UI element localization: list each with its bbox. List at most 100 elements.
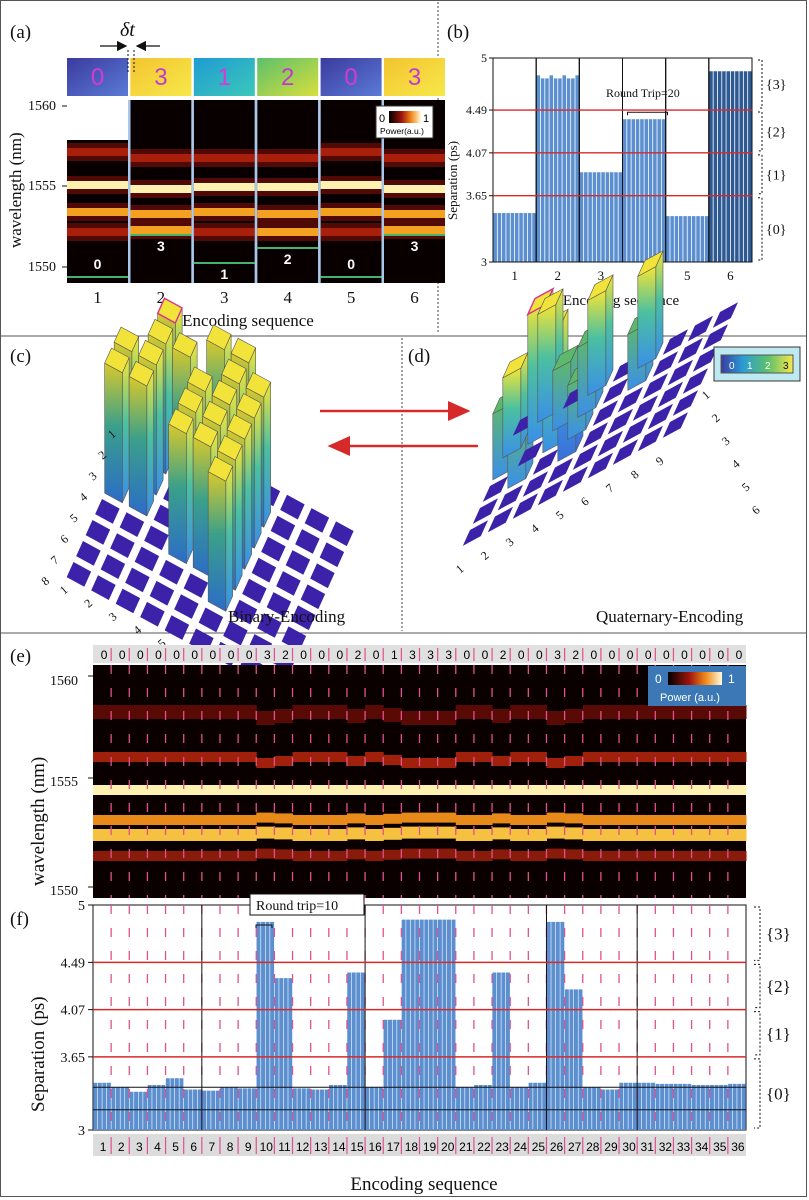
- grid-tile: [632, 395, 658, 421]
- separation-bar: [270, 921, 275, 1130]
- spectral-band: [193, 183, 255, 191]
- grid-tile: [257, 613, 282, 638]
- spectral-band: [637, 851, 656, 861]
- spectral-band: [691, 851, 711, 861]
- bar-face: [263, 381, 271, 528]
- grid-tile: [482, 476, 508, 502]
- code-digit: 3: [554, 648, 561, 662]
- spectral-band: [256, 812, 275, 823]
- spectral-band: [238, 752, 257, 762]
- separation-bar: [536, 75, 541, 262]
- separation-bar: [347, 972, 352, 1130]
- spectral-band: [183, 705, 203, 719]
- bar-side: [502, 367, 522, 459]
- grid-tile: [149, 580, 175, 606]
- separation-bar: [587, 1087, 592, 1130]
- spectral-band: [129, 851, 148, 861]
- separation-bar: [442, 919, 447, 1130]
- separation-bar: [478, 1085, 483, 1130]
- spectral-band: [93, 829, 112, 841]
- grid-tile: [304, 508, 330, 533]
- separation-bar: [392, 1019, 397, 1130]
- spectral-band: [383, 708, 402, 722]
- separation-bar: [120, 1087, 125, 1130]
- spectral-band: [655, 851, 674, 861]
- x-tick: 33: [677, 1140, 691, 1154]
- spectral-band: [384, 154, 445, 162]
- x-tick: 9: [245, 1140, 252, 1154]
- spectral-band: [492, 709, 511, 723]
- code-digit: 0: [300, 648, 307, 662]
- spectral-band: [455, 752, 475, 762]
- bar-top: [206, 324, 232, 351]
- grid-tile: [517, 440, 543, 467]
- spectral-band: [419, 848, 439, 859]
- spectral-band: [528, 815, 547, 825]
- spectral-band: [383, 827, 402, 840]
- bar-top: [202, 400, 228, 427]
- panel-a-colorbar-max: 1: [423, 113, 429, 125]
- x-tick: 4: [283, 288, 292, 307]
- spectral-band: [528, 785, 547, 795]
- code-tile-label: 2: [281, 64, 294, 91]
- separation-bar: [730, 71, 735, 262]
- x-tick: 28: [586, 1140, 600, 1154]
- spectral-band: [655, 785, 674, 795]
- separation-bar: [597, 172, 601, 262]
- x-tick: 7: [209, 1140, 216, 1154]
- spectral-band: [310, 752, 330, 762]
- spectral-band: [709, 785, 729, 795]
- spectral-band: [455, 705, 475, 719]
- separation-bar: [657, 119, 661, 262]
- grid-tile: [682, 368, 708, 394]
- separation-bar: [415, 919, 420, 1130]
- separation-bar: [670, 216, 674, 262]
- code-digit: 2: [355, 648, 362, 662]
- separation-bar: [732, 1083, 737, 1130]
- highlight-outline: [156, 297, 184, 324]
- separation-bar: [351, 972, 356, 1130]
- spectral-band: [310, 815, 330, 825]
- spectral-band: [655, 752, 674, 762]
- grid-tile: [702, 324, 728, 350]
- spectral-band: [637, 829, 656, 841]
- level-label: {3}: [766, 925, 791, 944]
- code-tile-label: 3: [408, 64, 421, 91]
- bar-face: [156, 349, 164, 496]
- separation-bar: [360, 972, 365, 1130]
- grid-tile: [597, 430, 623, 457]
- grid-tile: [183, 573, 209, 598]
- spectral-band: [383, 785, 402, 795]
- x-tick: 29: [604, 1140, 618, 1154]
- spectral-band: [256, 758, 275, 768]
- column-separator: [381, 100, 384, 283]
- spectral-band: [582, 815, 602, 825]
- grid-tile: [110, 533, 135, 558]
- grid-tile: [76, 541, 101, 566]
- separation-bar: [571, 78, 575, 263]
- spectral-band: [510, 752, 529, 762]
- separation-bar: [419, 919, 424, 1130]
- grid-tile: [472, 498, 498, 524]
- panel-c-label: Binary-Encoding: [228, 607, 346, 626]
- spectral-band: [492, 813, 511, 824]
- grid-tile: [281, 626, 307, 652]
- spectral-band: [655, 815, 674, 825]
- spectral-band: [619, 829, 638, 841]
- panel-a-ytick: 1560: [28, 99, 56, 114]
- panel-b-ylabel: Separation (ps): [445, 141, 460, 220]
- separation-bar: [115, 1087, 120, 1130]
- grid-tile: [687, 315, 713, 342]
- separation-bar: [134, 1091, 139, 1130]
- x-tick: 13: [314, 1140, 328, 1154]
- panel-b: 12345654.494.073.653{3}{2}{1}{0} Separat…: [445, 51, 786, 309]
- code-digit: 0: [590, 648, 597, 662]
- separation-bar: [465, 1087, 470, 1130]
- panel-e-colorbar-label: Power (a.u.): [660, 692, 720, 704]
- y-tick: 4.07: [466, 146, 487, 160]
- spectral-band: [147, 705, 167, 719]
- spectral-band: [582, 829, 602, 841]
- grid-tile: [612, 439, 638, 465]
- separation-bar: [592, 1087, 597, 1130]
